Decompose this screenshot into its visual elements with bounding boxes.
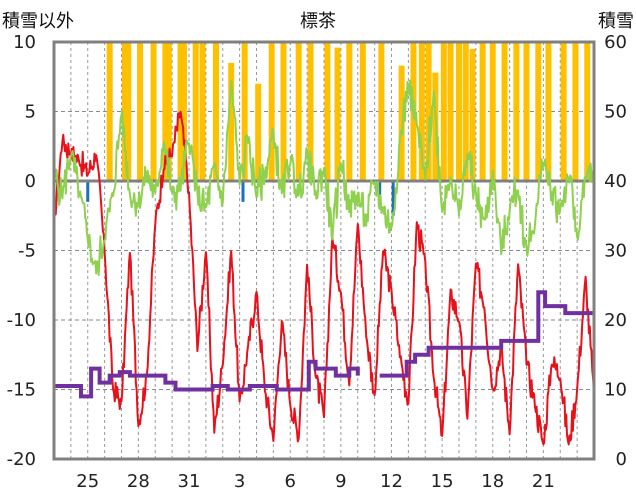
left-y-tick-label: -10 — [7, 310, 36, 331]
precip-bar — [462, 42, 469, 181]
x-tick-label: 31 — [178, 471, 201, 492]
precip-bar — [324, 42, 331, 181]
left-y-tick-label: -20 — [7, 449, 36, 470]
precipitation-bars — [106, 42, 591, 182]
precip-bar — [469, 48, 476, 182]
precip-bar — [584, 42, 591, 181]
x-tick-label: 28 — [127, 471, 150, 492]
left-y-tick-label: 0 — [25, 171, 36, 192]
green-series-line — [53, 79, 595, 276]
precip-bar — [106, 42, 113, 181]
left-y-tick-labels: 10 5 0 -5 -10 -15 -20 — [7, 32, 36, 470]
left-y-tick-label: -15 — [7, 380, 36, 401]
x-tick-label: 3 — [234, 471, 245, 492]
x-tick-label: 21 — [532, 471, 555, 492]
blue-bars — [86, 181, 395, 216]
precip-bar — [268, 42, 275, 181]
blue-bar — [86, 181, 90, 202]
left-y-tick-label: -5 — [18, 241, 36, 262]
chart-title: 標茶 — [300, 11, 336, 32]
precip-bar — [121, 42, 128, 181]
precip-bar — [440, 42, 447, 181]
left-axis-label: 積雪以外 — [2, 11, 74, 32]
precip-bar — [572, 42, 579, 181]
precip-bar — [180, 42, 187, 181]
precip-bar — [199, 42, 206, 181]
precip-bar — [447, 42, 454, 181]
precip-bar — [418, 42, 425, 181]
right-y-tick-label: 0 — [616, 449, 627, 470]
precip-bar — [213, 42, 219, 181]
precip-bar — [125, 42, 132, 181]
x-tick-label: 25 — [76, 471, 99, 492]
snow-depth-segment — [54, 359, 360, 399]
precip-bar — [307, 42, 314, 181]
precip-bar — [479, 42, 486, 181]
right-y-tick-label: 40 — [604, 171, 627, 192]
precip-bar — [334, 47, 341, 182]
temperature-line — [53, 110, 595, 446]
x-tick-label: 15 — [431, 471, 454, 492]
precip-bar — [359, 42, 366, 181]
precip-bar — [378, 42, 385, 181]
right-y-tick-label: 10 — [604, 380, 627, 401]
blue-bar — [378, 181, 382, 195]
snow-depth-line — [54, 290, 594, 399]
precip-bar — [228, 62, 235, 181]
precip-bar — [501, 42, 508, 181]
precip-bar — [545, 42, 552, 181]
precip-bar — [523, 42, 530, 181]
precip-bar — [398, 65, 405, 181]
right-y-tick-label: 50 — [604, 102, 627, 123]
precip-bar — [241, 42, 248, 181]
precip-bar — [162, 42, 169, 181]
x-tick-label: 12 — [380, 471, 403, 492]
precip-bar — [560, 42, 567, 181]
plot-frame — [52, 40, 596, 461]
right-y-tick-label: 30 — [604, 241, 627, 262]
precip-bar — [346, 42, 353, 181]
precip-bar — [137, 42, 144, 181]
right-y-tick-label: 20 — [604, 310, 627, 331]
precip-bar — [150, 42, 157, 181]
x-tick-label: 18 — [481, 471, 504, 492]
precip-bar — [192, 42, 199, 181]
precip-bar — [513, 42, 520, 181]
x-tick-label: 6 — [285, 471, 296, 492]
blue-bar — [241, 181, 245, 202]
precip-bar — [535, 42, 542, 181]
x-tick-labels: 25 28 31 3 6 9 12 15 18 21 — [76, 471, 555, 492]
left-y-tick-label: 5 — [25, 102, 36, 123]
blue-bar — [391, 181, 395, 216]
right-axis-label: 積雪 — [598, 11, 634, 32]
precip-bar — [456, 42, 462, 181]
precip-bar — [425, 42, 432, 181]
precip-bar — [280, 42, 287, 181]
precip-bar — [489, 42, 496, 181]
right-y-tick-labels: 60 50 40 30 20 10 0 — [604, 32, 627, 470]
left-y-tick-label: 10 — [13, 32, 36, 53]
snow-depth-segment — [379, 290, 594, 378]
right-y-tick-label: 60 — [604, 32, 627, 53]
precip-bar — [165, 42, 172, 181]
x-tick-label: 9 — [335, 471, 346, 492]
precip-bar — [255, 83, 262, 181]
precip-bar — [295, 42, 302, 181]
